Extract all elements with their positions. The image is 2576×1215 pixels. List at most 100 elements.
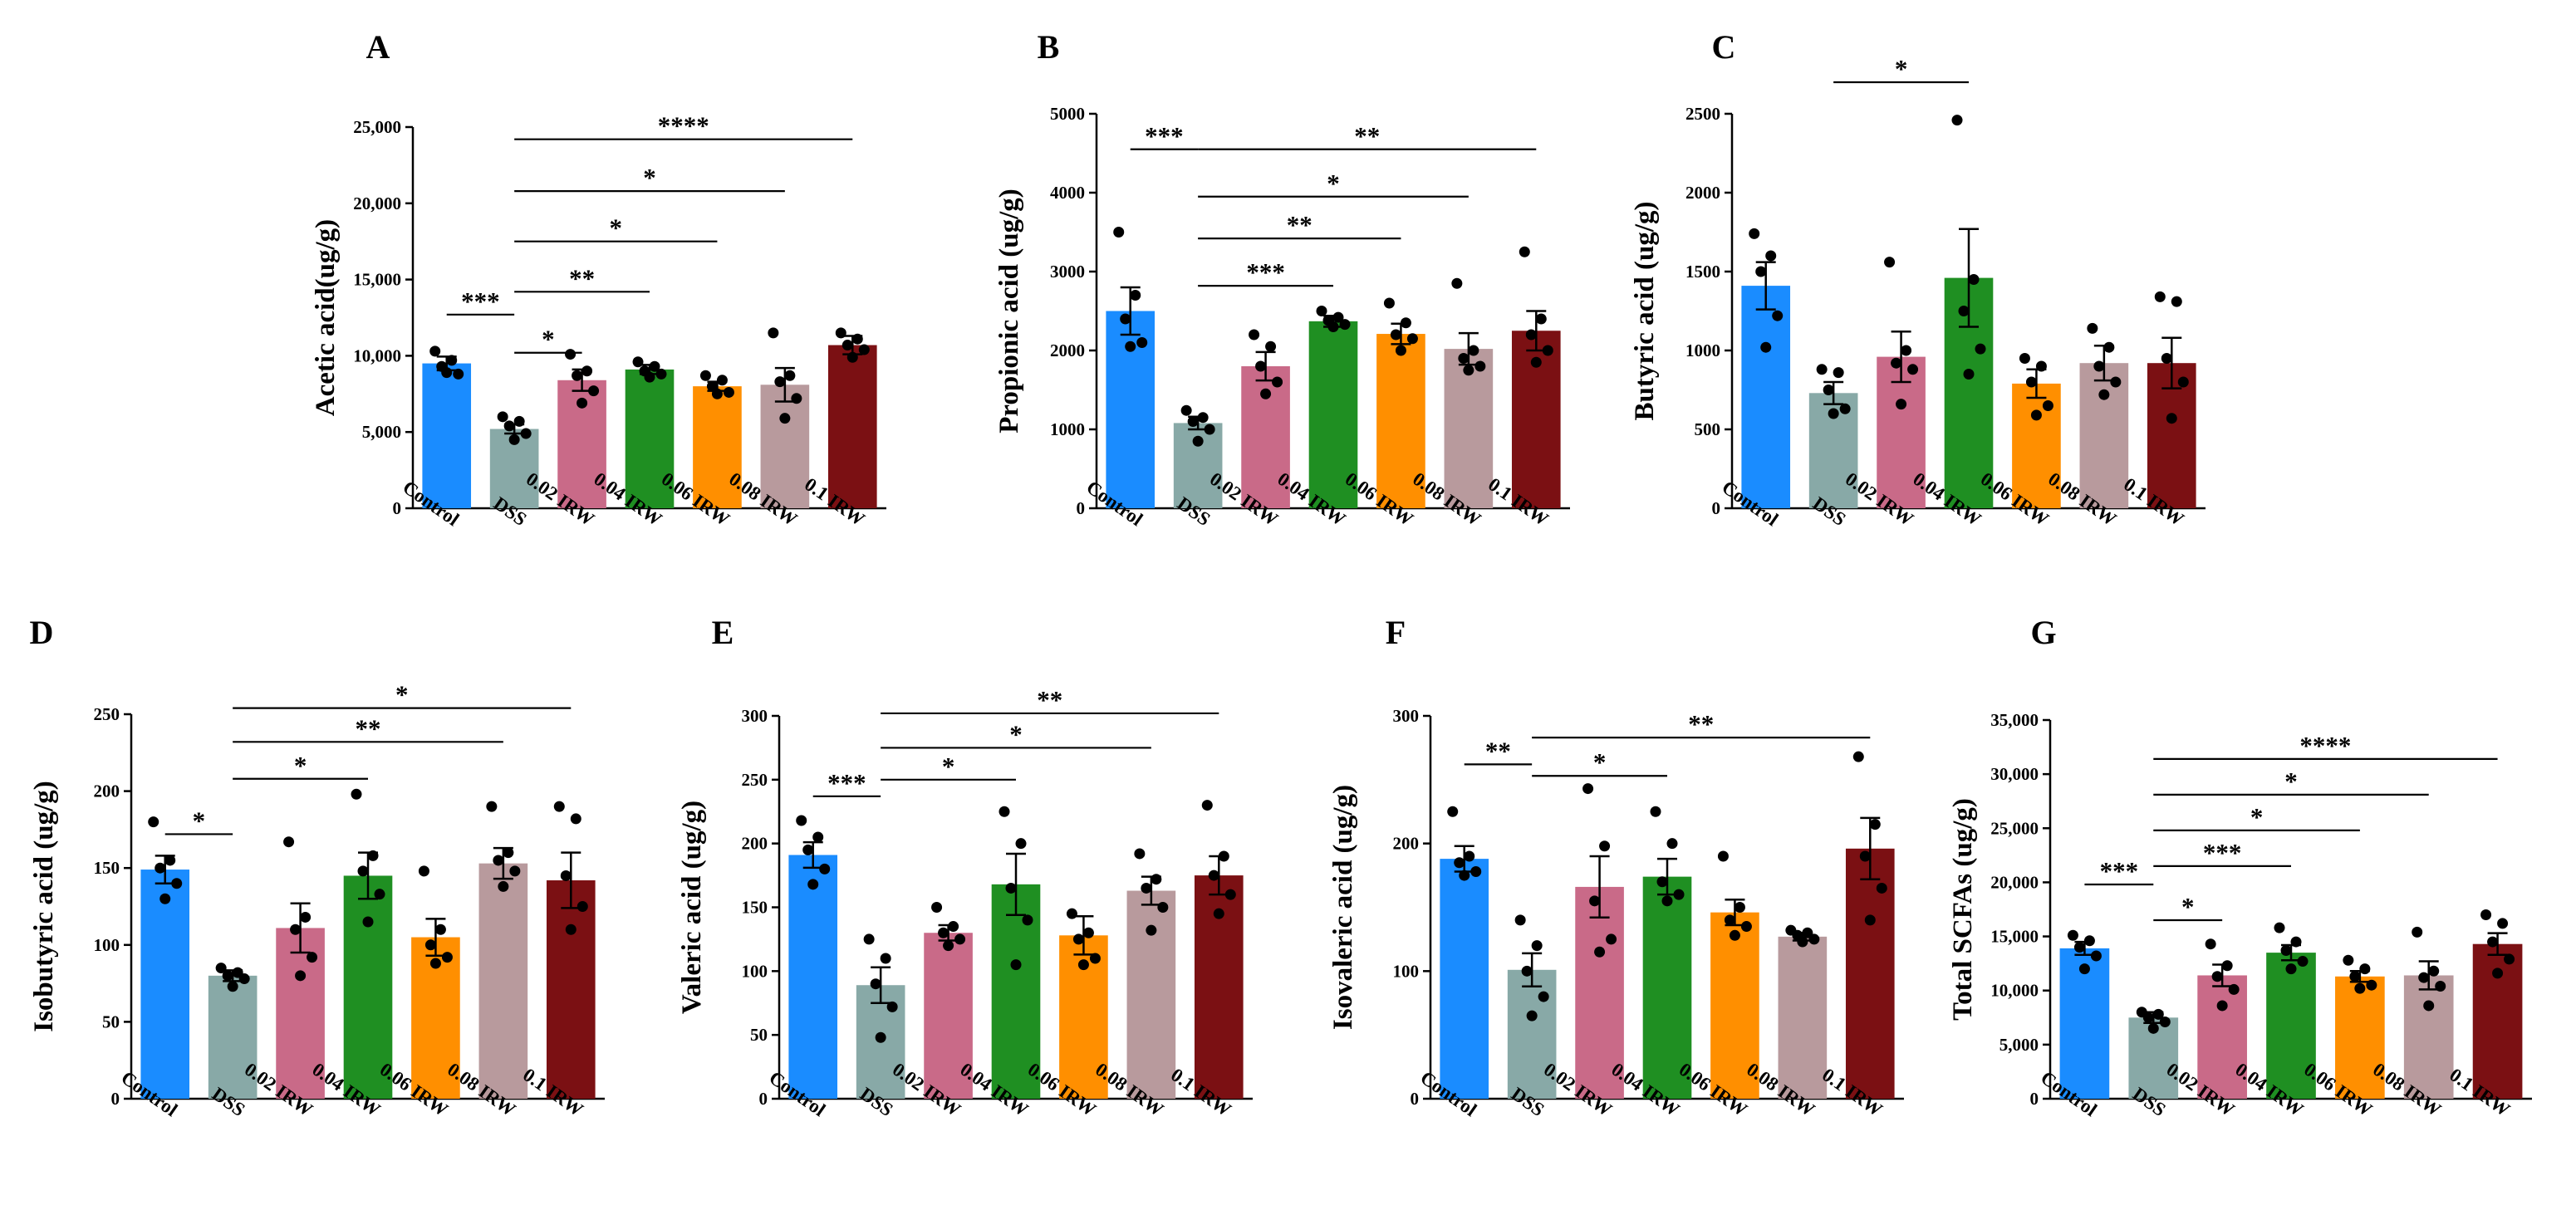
significance-bracket: ** [514,263,650,293]
significance-bracket: **** [2153,731,2498,761]
data-point [1201,800,1213,811]
significance-label: *** [827,768,866,797]
data-point [851,333,863,345]
significance-label: ** [356,713,381,742]
data-point [1089,953,1101,964]
data-point [1332,311,1344,323]
data-point [1406,333,1418,345]
bar-0-04-irw [1308,321,1358,508]
error-bar [1891,330,1911,384]
data-point [1656,876,1668,888]
significance-bracket: *** [1198,257,1333,287]
data-point [1218,850,1229,862]
data-point [1599,840,1611,852]
data-point [2103,341,2115,353]
data-point [1852,751,1864,762]
data-point [1265,340,1277,352]
data-point [1661,895,1673,907]
y-tick-label: 0 [759,1089,768,1109]
data-point [774,376,786,388]
data-point [1204,424,1215,435]
significance-label: * [193,806,206,835]
data-point [1400,317,1411,329]
bar-control [1440,859,1489,1099]
data-point [503,420,515,432]
y-tick-label: 0 [1077,498,1086,518]
data-point [2349,971,2361,982]
data-point [553,801,565,812]
significance-label: *** [2100,856,2139,885]
y-axis-label: Propionic acid (ug/g) [994,189,1024,434]
y-axis-label: Butyric acid (ug/g) [1630,202,1660,421]
data-point [706,380,718,392]
data-point [1864,914,1876,926]
data-point [2166,413,2177,424]
bar-control [422,363,472,508]
significance-bracket: * [233,751,368,780]
data-point [1077,959,1089,971]
data-point [1327,321,1339,332]
y-tick-label: 0 [1712,498,1721,518]
data-point [374,889,385,900]
data-point [560,870,572,881]
data-point [2412,926,2423,938]
data-point [290,923,302,935]
data-point [1772,310,1784,321]
data-point [1724,914,1735,926]
significance-label: *** [461,287,500,316]
data-point [779,413,791,424]
data-point [812,831,824,843]
significance-bracket: * [514,163,785,193]
data-point [1729,929,1740,941]
data-point [1734,902,1745,913]
data-point [148,816,159,828]
significance-bracket: ** [233,713,503,743]
significance-label: * [610,213,623,243]
data-point [858,344,870,355]
bar-control [140,870,190,1099]
significance-bracket: * [2153,767,2429,796]
data-point [723,386,734,398]
data-point [2030,409,2042,421]
y-tick-label: 500 [1695,419,1721,439]
data-point [1339,319,1351,331]
data-point [768,327,779,339]
data-point [1650,806,1661,817]
data-point [1260,388,1272,399]
bar-0-06-irw [1710,912,1759,1099]
bar-0-06-irw [693,386,742,508]
significance-label: *** [1145,121,1184,150]
data-point [938,927,949,938]
significance-bracket: * [514,325,582,354]
data-point [1963,369,1975,380]
error-bar [1073,915,1094,956]
data-point [2435,981,2446,992]
error-bar [1006,852,1026,916]
y-tick-label: 0 [111,1089,120,1109]
data-point [2487,936,2499,948]
bar-0-1-irw [1845,848,1895,1099]
bar-0-02-irw [924,933,973,1099]
data-point [295,970,307,982]
data-point [1755,266,1767,277]
y-tick-label: 100 [1393,961,1420,981]
data-point [1072,933,1084,945]
data-point [1839,403,1851,414]
error-bar [1589,855,1610,919]
data-point [1134,848,1146,860]
data-point [1666,838,1678,850]
data-point [2280,945,2292,957]
data-point [453,368,464,380]
data-point [1859,850,1871,862]
data-point [644,371,655,383]
data-point [424,939,436,951]
data-point [2228,983,2240,995]
bar-0-08-irw [2403,975,2454,1099]
data-point [1530,356,1542,368]
bar-0-04-irw [343,875,393,1099]
data-point [2159,1016,2171,1027]
bar-0-08-irw [478,863,528,1099]
data-point [1901,345,1912,356]
data-point [1208,870,1219,881]
data-point [1535,313,1547,325]
